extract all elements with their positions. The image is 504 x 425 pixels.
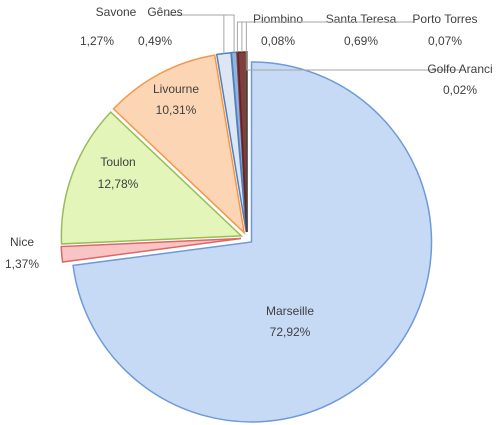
- pie-slice: [60, 111, 244, 245]
- slice-label: Golfo Aranci: [427, 62, 492, 76]
- slice-value: 0,49%: [138, 34, 172, 48]
- slice-label: Savone: [96, 5, 137, 19]
- slice-label: Toulon: [100, 155, 135, 169]
- slice-label: Santa Teresa: [326, 12, 397, 26]
- slice-label: Piombino: [253, 12, 303, 26]
- pie-slice: [60, 237, 242, 263]
- slice-value: 1,37%: [5, 257, 39, 271]
- slice-label: Porto Torres: [412, 12, 477, 26]
- slice-value: 0,07%: [428, 34, 462, 48]
- slice-value: 10,31%: [156, 103, 197, 117]
- slice-value: 1,27%: [80, 34, 114, 48]
- slice-value: 72,92%: [270, 325, 311, 339]
- slice-label: Marseille: [266, 304, 314, 318]
- leader-line: [246, 52, 460, 71]
- leader-line: [185, 14, 235, 53]
- slice-value: 0,02%: [443, 83, 477, 97]
- slice-value: 12,78%: [98, 177, 139, 191]
- slice-label: Nice: [10, 235, 34, 249]
- leader-line: [166, 14, 225, 54]
- slice-label: Livourne: [153, 82, 199, 96]
- slice-label: Gênes: [147, 5, 182, 19]
- slice-value: 0,69%: [344, 34, 378, 48]
- pie-slice: [112, 54, 246, 235]
- leader-line: [245, 21, 413, 53]
- pie-slice: [72, 61, 433, 423]
- slice-value: 0,08%: [261, 34, 295, 48]
